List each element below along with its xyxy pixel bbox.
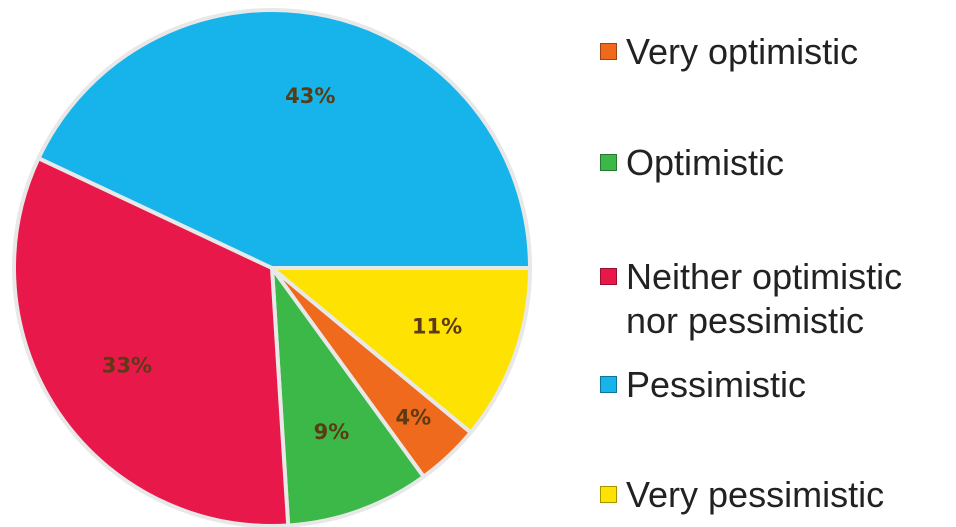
legend-swatch <box>600 486 617 503</box>
data-label: 11% <box>412 314 462 338</box>
legend-item: Neither optimistic nor pessimistic <box>600 255 950 343</box>
data-label: 4% <box>395 405 431 429</box>
legend-label: Very pessimistic <box>626 474 885 515</box>
legend-label: Neither optimistic nor pessimistic <box>626 256 903 341</box>
legend-item: Very pessimistic <box>600 473 950 517</box>
pie-slice <box>270 266 532 435</box>
legend-swatch <box>600 268 617 285</box>
legend-label: Pessimistic <box>626 364 807 405</box>
data-label: 43% <box>285 84 335 108</box>
pie-slice <box>36 8 532 270</box>
legend-swatch <box>600 154 617 171</box>
legend-item: Very optimistic <box>600 30 950 74</box>
data-label: 9% <box>314 420 350 444</box>
legend-swatch <box>600 376 617 393</box>
legend-item: Optimistic <box>600 141 950 185</box>
pie-slice <box>270 266 426 527</box>
pie-slice <box>12 156 291 527</box>
legend-label: Optimistic <box>626 142 785 183</box>
legend-item: Pessimistic <box>600 363 950 407</box>
legend-label: Very optimistic <box>626 31 859 72</box>
data-label: 33% <box>102 354 152 378</box>
chart: 4% 9% 33% 43% 11% <box>12 8 532 527</box>
legend-swatch <box>600 43 617 60</box>
